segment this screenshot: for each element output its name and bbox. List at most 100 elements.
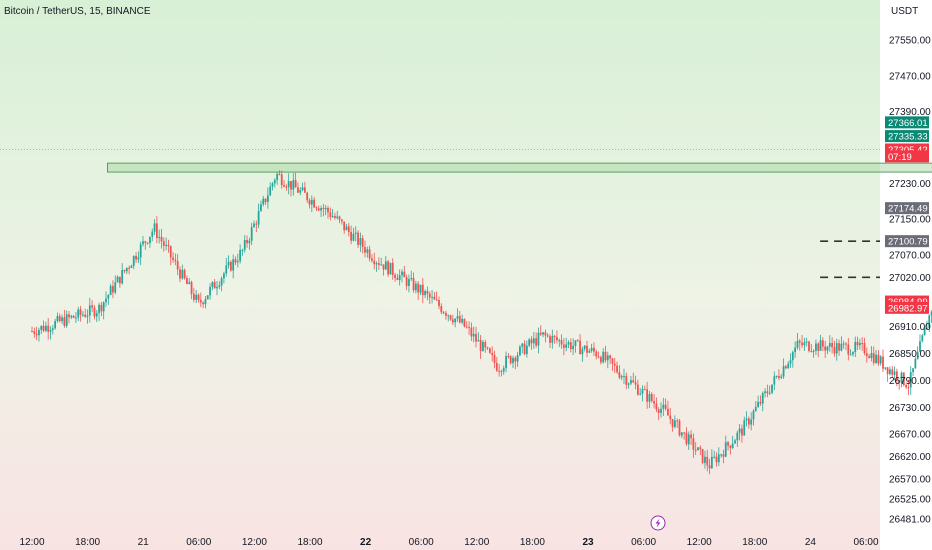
candle-body[interactable] <box>458 316 461 323</box>
candle-body[interactable] <box>112 285 114 293</box>
candle-body[interactable] <box>930 311 932 316</box>
candle-body[interactable] <box>285 186 288 188</box>
candle-body[interactable] <box>685 432 688 445</box>
candle-body[interactable] <box>188 282 191 285</box>
candle-body[interactable] <box>49 329 52 332</box>
candle-body[interactable] <box>220 278 223 286</box>
candle-body[interactable] <box>664 404 667 409</box>
candle-body[interactable] <box>905 385 908 388</box>
candle-body[interactable] <box>165 244 168 246</box>
candle-body[interactable] <box>766 391 769 394</box>
candle-body[interactable] <box>789 360 792 364</box>
candle-body[interactable] <box>546 335 549 337</box>
candle-body[interactable] <box>761 392 764 404</box>
candle-body[interactable] <box>236 261 239 263</box>
candle-body[interactable] <box>604 351 607 361</box>
candle-body[interactable] <box>410 277 413 280</box>
candle-body[interactable] <box>586 345 588 353</box>
candle-body[interactable] <box>826 346 829 351</box>
candle-body[interactable] <box>523 343 526 355</box>
candle-body[interactable] <box>382 264 385 270</box>
candle-body[interactable] <box>149 236 151 244</box>
candle-body[interactable] <box>142 241 144 245</box>
candle-body[interactable] <box>532 338 535 344</box>
candle-body[interactable] <box>660 408 662 413</box>
candle-body[interactable] <box>135 255 137 260</box>
candle-body[interactable] <box>75 317 77 319</box>
candle-body[interactable] <box>782 366 785 377</box>
candle-body[interactable] <box>155 223 158 238</box>
candle-body[interactable] <box>488 348 491 353</box>
candle-body[interactable] <box>132 255 135 266</box>
candle-body[interactable] <box>107 295 110 299</box>
candle-body[interactable] <box>699 447 702 450</box>
candle-body[interactable] <box>88 305 91 316</box>
candle-body[interactable] <box>260 204 262 212</box>
candle-body[interactable] <box>697 447 699 451</box>
candle-body[interactable] <box>636 384 639 395</box>
candle-body[interactable] <box>98 304 100 314</box>
candle-body[interactable] <box>710 456 713 469</box>
candle-body[interactable] <box>595 351 598 357</box>
candle-body[interactable] <box>479 340 482 352</box>
candle-body[interactable] <box>477 340 480 342</box>
candle-body[interactable] <box>470 327 473 337</box>
candle-body[interactable] <box>79 309 82 315</box>
candle-body[interactable] <box>139 244 142 258</box>
candle-body[interactable] <box>144 241 147 243</box>
candle-body[interactable] <box>454 318 457 323</box>
candle-body[interactable] <box>419 284 422 293</box>
candle-body[interactable] <box>338 216 341 220</box>
candle-body[interactable] <box>354 232 357 234</box>
candle-body[interactable] <box>232 259 235 271</box>
candle-body[interactable] <box>56 316 59 322</box>
candle-body[interactable] <box>784 366 787 369</box>
candle-body[interactable] <box>405 277 408 286</box>
candle-body[interactable] <box>204 299 207 305</box>
candle-body[interactable] <box>909 372 912 388</box>
candle-body[interactable] <box>239 249 242 262</box>
candle-body[interactable] <box>921 335 924 342</box>
candle-body[interactable] <box>690 434 692 439</box>
candle-body[interactable] <box>634 382 637 385</box>
candle-body[interactable] <box>246 240 248 244</box>
candle-body[interactable] <box>900 372 903 383</box>
candle-body[interactable] <box>599 357 602 363</box>
candle-body[interactable] <box>560 340 563 345</box>
candle-body[interactable] <box>65 314 68 326</box>
candle-body[interactable] <box>613 363 616 366</box>
candle-body[interactable] <box>835 343 838 354</box>
candle-body[interactable] <box>320 208 322 211</box>
candle-body[interactable] <box>542 332 544 335</box>
candle-body[interactable] <box>387 261 390 275</box>
candle-body[interactable] <box>803 342 806 346</box>
candle-body[interactable] <box>229 261 232 271</box>
candle-body[interactable] <box>838 343 840 351</box>
candle-body[interactable] <box>176 261 179 270</box>
candle-body[interactable] <box>366 249 369 253</box>
candle-body[interactable] <box>109 285 112 296</box>
candle-body[interactable] <box>840 343 843 351</box>
candle-body[interactable] <box>371 258 373 261</box>
candle-body[interactable] <box>167 244 170 247</box>
candle-body[interactable] <box>537 332 540 346</box>
candle-body[interactable] <box>562 344 565 348</box>
candle-body[interactable] <box>747 418 750 425</box>
candle-body[interactable] <box>775 375 778 377</box>
candle-body[interactable] <box>322 208 325 210</box>
candle-body[interactable] <box>125 267 128 272</box>
candle-body[interactable] <box>317 208 320 211</box>
candle-body[interactable] <box>343 221 346 231</box>
candle-body[interactable] <box>500 371 503 373</box>
candle-body[interactable] <box>609 355 612 359</box>
candle-body[interactable] <box>743 420 746 436</box>
candle-body[interactable] <box>306 192 309 201</box>
candle-body[interactable] <box>516 355 519 362</box>
candle-body[interactable] <box>773 376 776 385</box>
candle-body[interactable] <box>345 226 348 231</box>
candle-body[interactable] <box>294 180 297 188</box>
candle-body[interactable] <box>84 314 87 317</box>
candle-body[interactable] <box>273 180 276 184</box>
candle-body[interactable] <box>544 332 547 336</box>
candle-body[interactable] <box>54 321 57 329</box>
